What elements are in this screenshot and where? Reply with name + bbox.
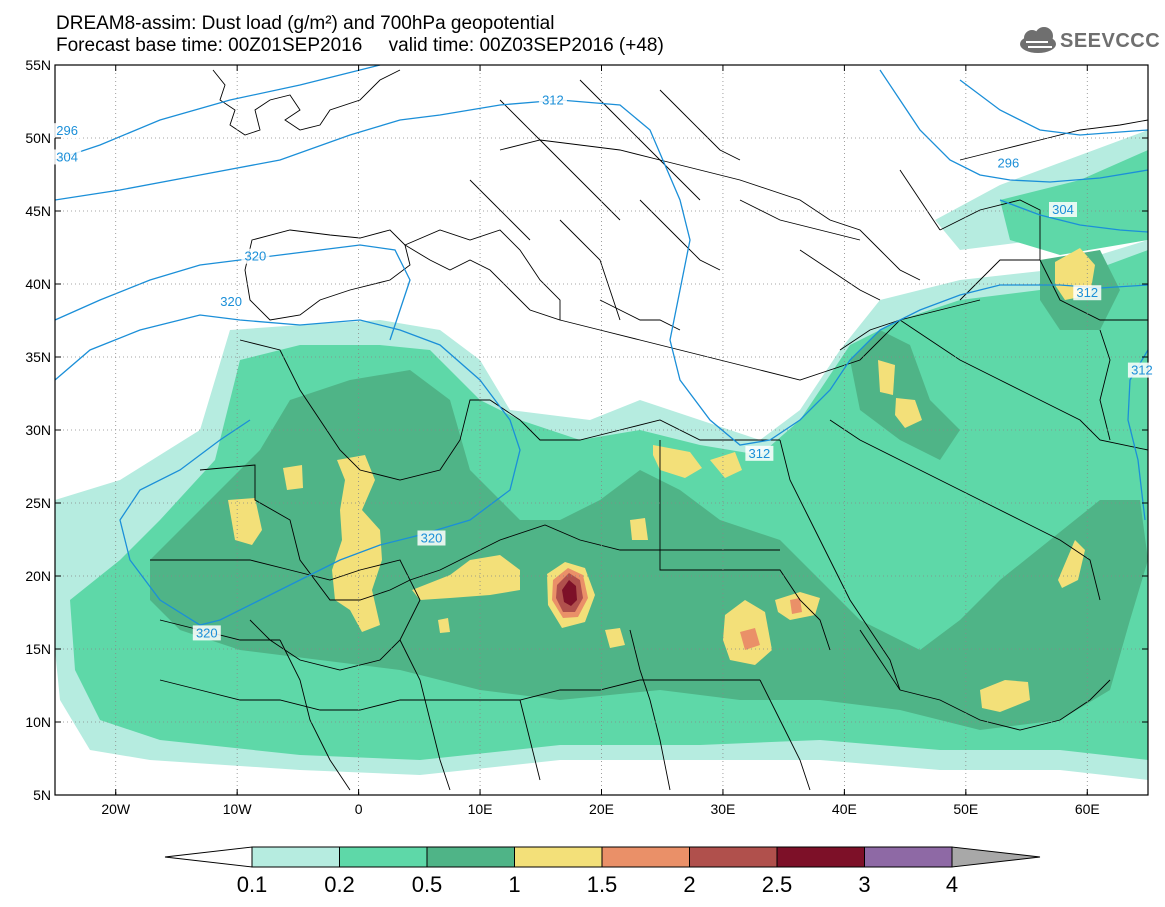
lat-tick-label: 10N [25,714,51,730]
contour-value-label: 312 [749,446,771,461]
colorbar-tick-label: 3 [858,872,871,897]
axis-ticks [55,64,1148,796]
colorbar-swatch [689,846,778,868]
contour-value-label: 320 [245,249,267,264]
colorbar-tick-label: 0.1 [236,872,268,897]
country-boundaries [150,69,1148,791]
lat-lon-grid [55,65,1148,795]
contour-value-label: 296 [56,123,78,138]
lat-tick-label: 20N [25,568,51,584]
contour-value-label: 312 [542,93,564,108]
contour-value-label: 320 [196,625,218,640]
contour-labels: 320 320 320 320 312 312 312 312 304 296 296 304 [53,92,1156,641]
dust-region-1 [438,618,450,633]
colorbar-tick-label: 4 [945,872,959,897]
lat-tick-label: 40N [25,276,51,292]
dust-region-1 [412,555,520,600]
lon-tick-label: 10E [468,801,493,817]
dust-region-1-5 [790,598,802,614]
lat-tick-label: 15N [25,641,51,657]
longitude-axis: 20W 10W 0 10E 20E 30E 40E 50E 60E [101,801,1099,817]
colorbar-tick-label: 1 [508,872,521,897]
colorbar-swatch [864,846,953,868]
lon-tick-label: 40E [832,801,857,817]
contour-value-label: 304 [56,149,78,164]
dust-region-2-5 [562,580,577,606]
lon-tick-label: 20E [589,801,614,817]
colorbar-tick-label: 0.2 [324,872,355,897]
lat-tick-label: 45N [25,203,51,219]
contour-value-label: 296 [997,155,1019,170]
lat-tick-label: 25N [25,495,51,511]
colorbar-under-arrow [164,846,253,868]
colorbar-over-arrow [951,846,1041,868]
dust-region-1 [895,398,922,428]
dust-load-field [55,130,1148,780]
lon-tick-label: 10W [223,801,253,817]
colorbar-swatch [339,846,428,868]
colorbar-swatch [251,846,340,868]
lon-tick-label: 60E [1075,801,1100,817]
dust-region-1 [332,455,382,632]
lat-tick-label: 50N [25,130,51,146]
colorbar-swatch [776,846,865,868]
dust-region-1 [878,360,895,395]
lat-tick-label: 30N [25,422,51,438]
contour-value-label: 320 [220,294,242,309]
lon-tick-label: 20W [101,801,131,817]
contour-value-label: 320 [421,531,443,546]
dust-region-1 [605,628,625,648]
lat-tick-label: 5N [33,787,51,803]
map-title: DREAM8-assim: Dust load (g/m²) and 700hP… [56,13,555,34]
seevccc-logo-text: SEEVCCC [1060,30,1161,52]
dust-region-1 [980,680,1030,712]
dust-region-1 [653,445,702,478]
dust-region-1 [710,452,742,478]
colorbar-tick-label: 0.5 [411,872,443,897]
geopotential-contours [55,65,1148,626]
cloud-icon [1020,27,1056,53]
colorbar-swatch [426,846,515,868]
dust-region-1 [630,518,648,540]
contour-value-label: 312 [1131,363,1153,378]
contour-value-label: 312 [1076,285,1098,300]
colorbar-legend [164,846,1041,868]
dust-region-1 [283,465,303,490]
colorbar-swatch [514,846,603,868]
dust-region-1 [228,498,262,545]
lon-tick-label: 0 [355,801,363,817]
colorbar-tick-label: 2 [683,872,696,897]
dust-region-1-5 [740,628,760,650]
forecast-time-subtitle: Forecast base time: 00Z01SEP2016 valid t… [56,35,664,56]
contour-value-label: 304 [1052,202,1074,217]
lon-tick-label: 30E [710,801,735,817]
dust-region-0-5 [850,330,960,460]
lon-tick-label: 50E [953,801,978,817]
lat-tick-label: 35N [25,349,51,365]
colorbar-tick-label: 1.5 [586,872,618,897]
colorbar-swatch [601,846,690,868]
lat-tick-label: 55N [25,57,51,73]
latitude-axis: 55N 50N 45N 40N 35N 30N 25N 20N 15N 10N 5N [25,57,51,803]
colorbar-tick-label: 2.5 [761,872,793,897]
